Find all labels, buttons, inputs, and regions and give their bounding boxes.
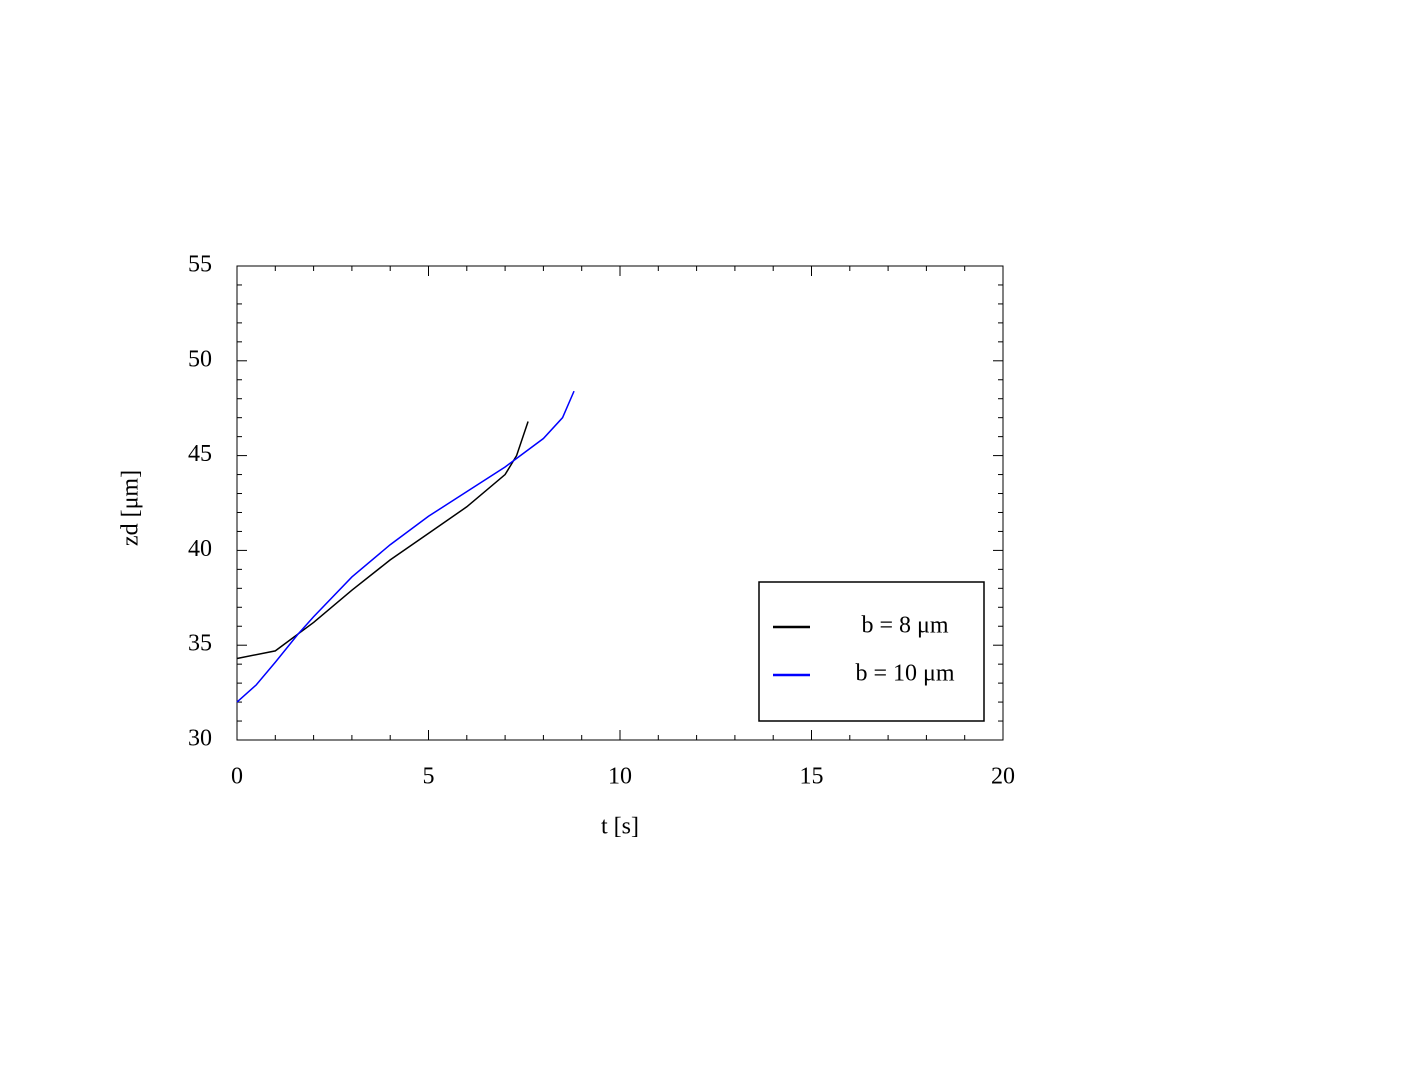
x-tick-label: 5 xyxy=(423,764,435,790)
x-tick-label: 0 xyxy=(231,764,243,790)
legend-label: b = 8 μm xyxy=(861,613,948,639)
legend-box xyxy=(758,581,985,722)
y-tick-label: 45 xyxy=(188,441,212,467)
y-tick-label: 35 xyxy=(188,631,212,657)
y-tick-label: 55 xyxy=(188,252,212,278)
x-tick-label: 10 xyxy=(608,764,632,790)
y-tick-label: 50 xyxy=(188,346,212,372)
data-line xyxy=(236,421,529,660)
y-tick-label: 30 xyxy=(188,726,212,752)
x-tick-label: 20 xyxy=(991,764,1015,790)
x-tick-label: 15 xyxy=(800,764,824,790)
legend-label: b = 10 μm xyxy=(855,661,954,687)
data-line xyxy=(236,390,575,703)
y-tick-label: 40 xyxy=(188,536,212,562)
y-axis-label: zd [μm] xyxy=(118,470,144,546)
x-axis-label: t [s] xyxy=(601,814,639,840)
